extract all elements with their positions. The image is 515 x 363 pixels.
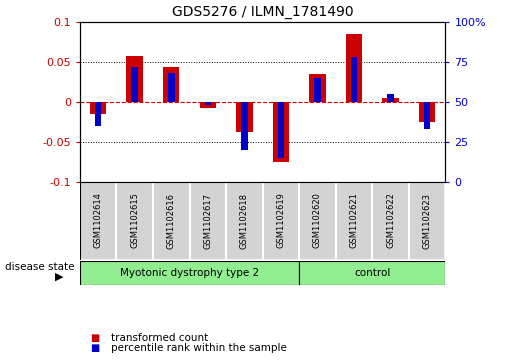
Bar (241, 102, 248, 150)
Bar (372, 182, 409, 260)
Text: GSM1102616: GSM1102616 (167, 192, 176, 249)
Text: GSM1102623: GSM1102623 (423, 192, 432, 249)
Bar (299, 182, 336, 260)
Bar (204, 102, 211, 105)
Bar (95, 102, 101, 126)
Text: GSM1102614: GSM1102614 (94, 193, 102, 248)
Bar (190, 182, 226, 260)
Bar (346, 34, 362, 102)
Text: ■: ■ (90, 343, 99, 354)
Bar (200, 102, 216, 108)
Bar (383, 98, 399, 102)
Bar (273, 102, 289, 162)
Bar (351, 57, 357, 102)
Bar (168, 73, 175, 102)
Text: GSM1102619: GSM1102619 (277, 193, 285, 248)
Text: GSM1102615: GSM1102615 (130, 193, 139, 248)
Text: percentile rank within the sample: percentile rank within the sample (111, 343, 287, 354)
Bar (153, 182, 190, 260)
Text: GSM1102621: GSM1102621 (350, 193, 358, 248)
Bar (387, 94, 394, 102)
Bar (236, 102, 252, 132)
Bar (419, 102, 435, 122)
Bar (278, 102, 284, 158)
Text: Myotonic dystrophy type 2: Myotonic dystrophy type 2 (120, 268, 259, 278)
Bar (80, 182, 116, 260)
Text: GSM1102620: GSM1102620 (313, 193, 322, 248)
Bar (226, 182, 263, 260)
Bar (409, 182, 445, 260)
Bar (310, 74, 325, 102)
Bar (163, 67, 179, 102)
Text: control: control (354, 268, 390, 278)
Text: GSM1102617: GSM1102617 (203, 192, 212, 249)
Bar (263, 182, 299, 260)
Text: ■: ■ (90, 333, 99, 343)
Bar (90, 102, 106, 114)
Bar (131, 66, 138, 102)
Text: ▶: ▶ (55, 272, 63, 282)
Bar (314, 78, 321, 102)
Bar (80, 261, 299, 285)
Text: GSM1102618: GSM1102618 (240, 192, 249, 249)
Bar (116, 182, 153, 260)
Text: disease state: disease state (5, 262, 75, 272)
Text: transformed count: transformed count (111, 333, 208, 343)
Title: GDS5276 / ILMN_1781490: GDS5276 / ILMN_1781490 (172, 5, 353, 19)
Text: GSM1102622: GSM1102622 (386, 193, 395, 248)
Bar (127, 56, 143, 102)
Bar (299, 261, 445, 285)
Bar (336, 182, 372, 260)
Bar (424, 102, 431, 129)
